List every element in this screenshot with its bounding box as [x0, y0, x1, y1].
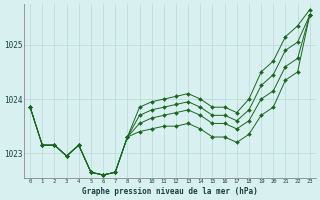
X-axis label: Graphe pression niveau de la mer (hPa): Graphe pression niveau de la mer (hPa)	[82, 187, 258, 196]
